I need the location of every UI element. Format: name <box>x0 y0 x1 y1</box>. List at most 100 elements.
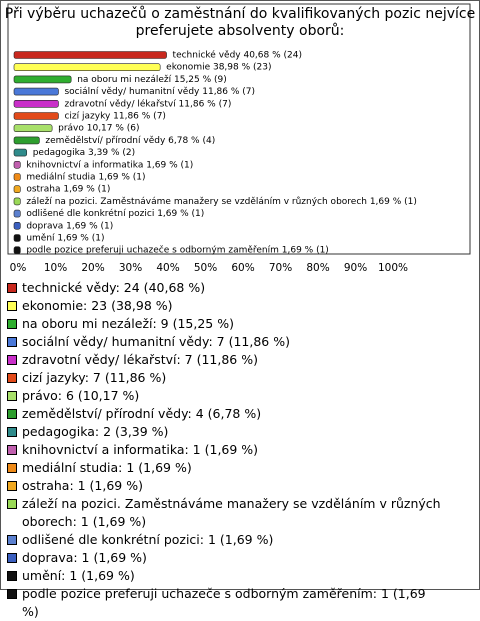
legend-swatch <box>7 337 17 347</box>
legend-label: doprava: 1 (1,69 %) <box>22 550 147 565</box>
legend-item: zemědělství/ přírodní vědy: 4 (6,78 %) <box>6 405 446 423</box>
legend-swatch <box>7 481 17 491</box>
legend-swatch <box>7 373 17 383</box>
legend-swatch <box>7 535 17 545</box>
bar-label: umění 1,69 % (1) <box>26 234 104 244</box>
legend-swatch <box>7 283 17 293</box>
bar <box>13 51 167 59</box>
legend-label: mediální studia: 1 (1,69 %) <box>22 460 192 475</box>
bar-label: na oboru mi nezáleží 15,25 % (9) <box>77 75 227 85</box>
legend-item: podle pozice preferuji uchazeče s odborn… <box>6 585 446 621</box>
bar <box>13 234 21 242</box>
legend-swatch <box>7 427 17 437</box>
legend-swatch <box>7 391 17 401</box>
bar-label: sociální vědy/ humanitní vědy 11,86 % (7… <box>64 87 255 97</box>
plot-frame <box>7 3 471 255</box>
legend-item: odlišené dle konkrétní pozici: 1 (1,69 %… <box>6 531 446 549</box>
legend-item: záleží na pozici. Zaměstnáváme manažery … <box>6 495 446 531</box>
x-tick-label: 70% <box>269 262 292 274</box>
bar-label: ostraha 1,69 % (1) <box>26 185 110 195</box>
bar <box>13 136 40 145</box>
legend-item: sociální vědy/ humanitní vědy: 7 (11,86 … <box>6 333 446 351</box>
legend-swatch <box>7 463 17 473</box>
legend-item: na oboru mi nezáleží: 9 (15,25 %) <box>6 315 446 333</box>
legend-swatch <box>7 355 17 365</box>
x-tick-label: 0% <box>10 262 27 274</box>
x-tick-label: 60% <box>231 262 254 274</box>
x-tick-label: 50% <box>194 262 217 274</box>
legend-item: mediální studia: 1 (1,69 %) <box>6 459 446 477</box>
bar <box>13 209 21 218</box>
x-tick-label: 80% <box>306 262 329 274</box>
legend-item: zdravotní vědy/ lékařství: 7 (11,86 %) <box>6 351 446 369</box>
legend-label: zemědělství/ přírodní vědy: 4 (6,78 %) <box>22 406 262 421</box>
legend-item: doprava: 1 (1,69 %) <box>6 549 446 567</box>
legend-swatch <box>7 409 17 419</box>
legend-swatch <box>7 553 17 563</box>
legend-label: právo: 6 (10,17 %) <box>22 388 140 403</box>
bar <box>13 161 21 169</box>
legend-label: technické vědy: 24 (40,68 %) <box>22 280 206 295</box>
bar <box>13 246 21 254</box>
legend-swatch <box>7 445 17 455</box>
bar <box>13 148 28 157</box>
legend-item: ostraha: 1 (1,69 %) <box>6 477 446 495</box>
legend-swatch <box>7 301 17 311</box>
bar <box>13 124 53 132</box>
x-tick-label: 30% <box>119 262 142 274</box>
bar <box>13 112 59 120</box>
legend-label: knihovnictví a informatika: 1 (1,69 %) <box>22 442 259 457</box>
bar <box>13 87 59 96</box>
legend-label: sociální vědy/ humanitní vědy: 7 (11,86 … <box>22 334 290 349</box>
legend-label: podle pozice preferuji uchazeče s odborn… <box>22 586 426 619</box>
legend-item: právo: 6 (10,17 %) <box>6 387 446 405</box>
bar-label: záleží na pozici. Zaměstnáváme manažery … <box>26 196 417 207</box>
legend-item: technické vědy: 24 (40,68 %) <box>6 279 446 297</box>
bar-label: zemědělství/ přírodní vědy 6,78 % (4) <box>45 136 215 146</box>
legend-label: na oboru mi nezáleží: 9 (15,25 %) <box>22 316 234 331</box>
legend-swatch <box>7 589 17 599</box>
legend-label: umění: 1 (1,69 %) <box>22 568 135 583</box>
chart-title: preferujete absolventy oborů: <box>136 23 345 39</box>
legend-label: záleží na pozici. Zaměstnáváme manažery … <box>22 496 441 529</box>
bar-label: doprava 1,69 % (1) <box>26 221 113 231</box>
legend: technické vědy: 24 (40,68 %) ekonomie: 23… <box>6 279 446 621</box>
bar-label: technické vědy 40,68 % (24) <box>173 50 302 61</box>
bar-label: pedagogika 3,39 % (2) <box>33 148 135 158</box>
legend-swatch <box>7 319 17 329</box>
legend-swatch <box>7 499 17 509</box>
legend-swatch <box>7 571 17 581</box>
bar <box>13 63 161 72</box>
legend-label: cizí jazyky: 7 (11,86 %) <box>22 370 167 385</box>
chart-title: Při výběru uchazečů o zaměstnání do kval… <box>5 6 475 22</box>
bar-label: právo 10,17 % (6) <box>58 124 139 134</box>
legend-item: ekonomie: 23 (38,98 %) <box>6 297 446 315</box>
bar <box>13 185 21 193</box>
legend-item: knihovnictví a informatika: 1 (1,69 %) <box>6 441 446 459</box>
legend-label: odlišené dle konkrétní pozici: 1 (1,69 %… <box>22 532 274 547</box>
x-tick-label: 20% <box>81 262 104 274</box>
legend-item: pedagogika: 2 (3,39 %) <box>6 423 446 441</box>
bar-label: knihovnictví a informatika 1,69 % (1) <box>26 160 193 170</box>
x-tick-label: 90% <box>344 262 367 274</box>
bar <box>13 173 21 181</box>
x-tick-label: 100% <box>378 262 408 274</box>
x-tick-label: 40% <box>156 262 179 274</box>
bar <box>13 222 21 230</box>
legend-label: pedagogika: 2 (3,39 %) <box>22 424 169 439</box>
bar <box>13 75 72 84</box>
bar <box>13 197 21 206</box>
legend-label: ostraha: 1 (1,69 %) <box>22 478 143 493</box>
bar-label: mediální studia 1,69 % (1) <box>26 173 145 183</box>
x-tick-label: 10% <box>44 262 67 274</box>
bar-label: odlišené dle konkrétní pozici 1,69 % (1) <box>26 208 204 219</box>
legend-label: zdravotní vědy/ lékařství: 7 (11,86 %) <box>22 352 258 367</box>
legend-item: umění: 1 (1,69 %) <box>6 567 446 585</box>
chart-frame <box>0 0 480 590</box>
chart: Při výběru uchazečů o zaměstnání do kval… <box>5 3 475 274</box>
legend-item: cizí jazyky: 7 (11,86 %) <box>6 369 446 387</box>
bar <box>13 100 59 108</box>
bar-label: podle pozice preferuji uchazeče s odborn… <box>26 245 329 256</box>
bar-label: ekonomie 38,98 % (23) <box>166 63 271 73</box>
legend-label: ekonomie: 23 (38,98 %) <box>22 298 173 313</box>
